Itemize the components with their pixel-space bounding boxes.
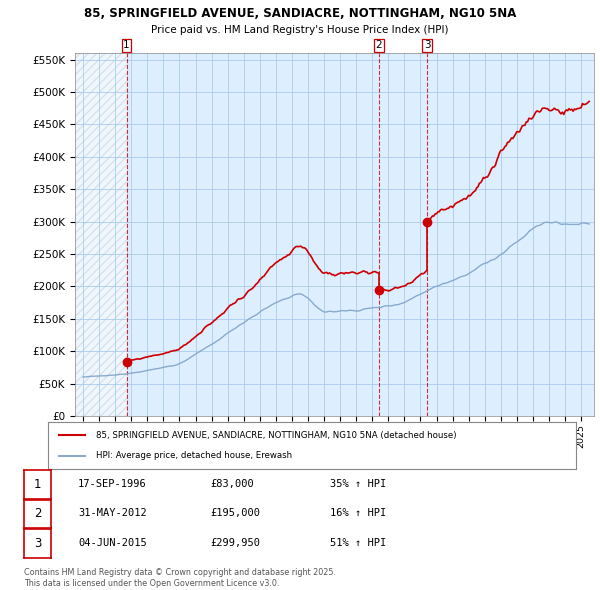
Text: 16% ↑ HPI: 16% ↑ HPI	[330, 509, 386, 518]
Text: 3: 3	[34, 537, 41, 550]
Text: 85, SPRINGFIELD AVENUE, SANDIACRE, NOTTINGHAM, NG10 5NA: 85, SPRINGFIELD AVENUE, SANDIACRE, NOTTI…	[84, 7, 516, 20]
Text: 1: 1	[34, 478, 41, 491]
Text: Price paid vs. HM Land Registry's House Price Index (HPI): Price paid vs. HM Land Registry's House …	[151, 25, 449, 35]
Text: 17-SEP-1996: 17-SEP-1996	[78, 479, 147, 489]
Text: 2: 2	[376, 40, 382, 50]
Text: 35% ↑ HPI: 35% ↑ HPI	[330, 479, 386, 489]
Text: This data is licensed under the Open Government Licence v3.0.: This data is licensed under the Open Gov…	[24, 579, 280, 588]
Text: 2: 2	[34, 507, 41, 520]
Text: 04-JUN-2015: 04-JUN-2015	[78, 538, 147, 548]
Text: £83,000: £83,000	[210, 479, 254, 489]
Text: Contains HM Land Registry data © Crown copyright and database right 2025.: Contains HM Land Registry data © Crown c…	[24, 568, 336, 576]
Text: HPI: Average price, detached house, Erewash: HPI: Average price, detached house, Erew…	[95, 451, 292, 460]
Text: £299,950: £299,950	[210, 538, 260, 548]
Bar	[75, 53, 127, 416]
Text: £195,000: £195,000	[210, 509, 260, 518]
Text: 85, SPRINGFIELD AVENUE, SANDIACRE, NOTTINGHAM, NG10 5NA (detached house): 85, SPRINGFIELD AVENUE, SANDIACRE, NOTTI…	[95, 431, 456, 440]
Text: 31-MAY-2012: 31-MAY-2012	[78, 509, 147, 518]
Text: 51% ↑ HPI: 51% ↑ HPI	[330, 538, 386, 548]
Text: 3: 3	[424, 40, 431, 50]
Text: 1: 1	[123, 40, 130, 50]
